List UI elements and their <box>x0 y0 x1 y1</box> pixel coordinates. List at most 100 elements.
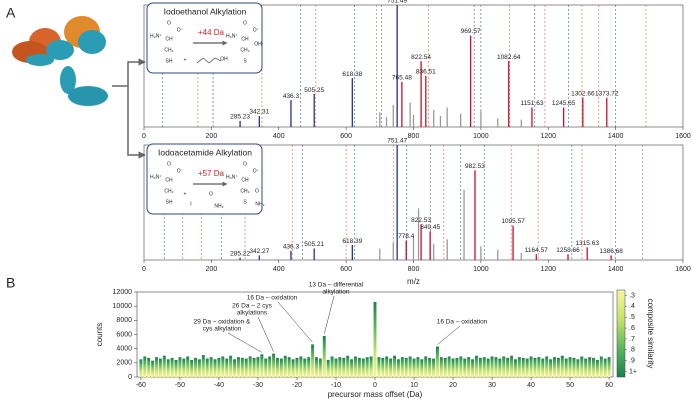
bar <box>560 355 564 377</box>
annotation-pointer <box>437 325 461 345</box>
bar <box>357 357 361 377</box>
bar <box>275 357 279 377</box>
peak-label: 618.38 <box>342 71 362 78</box>
bar <box>338 357 342 377</box>
annotation-pointer <box>324 295 335 334</box>
structure-label: S <box>243 58 247 64</box>
bar <box>244 358 248 377</box>
bar <box>260 354 264 377</box>
panel-label: A <box>6 5 16 21</box>
bar <box>404 357 408 377</box>
bar <box>318 358 322 377</box>
structure-label: CH <box>241 36 249 42</box>
x-tick-label: 0 <box>142 266 146 273</box>
colorbar-tick-label: .9 <box>629 358 635 365</box>
bar <box>174 360 178 377</box>
colorbar-tick-label: 1+ <box>629 368 637 375</box>
bar <box>525 358 529 377</box>
bar <box>205 358 209 377</box>
bar <box>291 359 295 377</box>
mass-shift: +44 Da <box>198 28 225 37</box>
panel-label: B <box>6 275 15 291</box>
peak-label: 751.47 <box>387 138 407 145</box>
structure-label: O⁻ <box>177 168 184 174</box>
bar <box>373 301 377 377</box>
bar <box>584 358 588 377</box>
peak-label: 1164.57 <box>525 247 548 254</box>
x-tick-label: 1600 <box>675 133 691 140</box>
colorbar <box>616 289 626 378</box>
bar <box>471 359 475 377</box>
peak-label: 342.31 <box>249 109 269 116</box>
bar <box>486 358 490 377</box>
bar <box>564 358 568 377</box>
structure-label: OH <box>254 41 262 47</box>
y-tick-label: 2000 <box>116 360 132 367</box>
bar <box>194 357 197 377</box>
bar <box>307 357 311 377</box>
annotation: 16 Da – oxidation <box>437 319 488 326</box>
bar <box>155 357 158 377</box>
x-tick-label: 1400 <box>608 266 624 273</box>
x-tick-label: 0 <box>142 133 146 140</box>
y-tick-label: 4000 <box>116 346 132 353</box>
bar <box>236 357 240 377</box>
structure-label: OH <box>220 56 228 62</box>
structure-label: O⁻ <box>253 168 260 174</box>
bar <box>268 356 272 377</box>
bar <box>580 356 584 377</box>
structure-label: O⁻ <box>253 27 260 33</box>
bar <box>209 357 213 377</box>
peak-label: 1373.72 <box>595 90 619 97</box>
bar <box>478 357 482 377</box>
bar <box>556 357 560 377</box>
bar <box>529 356 533 377</box>
bar <box>498 358 502 377</box>
structure-label: H₃N⁺ <box>150 174 162 180</box>
bar <box>603 358 607 377</box>
x-tick-label: 30 <box>488 382 496 389</box>
inset-box <box>146 2 263 74</box>
bar <box>521 357 525 377</box>
peak-label: 1245.65 <box>552 100 576 107</box>
structure-label: CH₂ <box>164 47 173 53</box>
peak-label: 822.54 <box>411 54 431 61</box>
structure-label: + <box>184 57 187 63</box>
x-tick-label: 1200 <box>540 133 556 140</box>
bar <box>311 344 315 377</box>
bar <box>412 358 416 377</box>
bar <box>393 355 396 377</box>
protein-illustration <box>12 16 108 106</box>
peak-label: 436.3 <box>283 244 300 251</box>
peak-label: 505.25 <box>304 87 324 94</box>
x-tick-label: -30 <box>253 382 263 389</box>
bar <box>549 359 553 377</box>
bar <box>322 335 326 377</box>
bar <box>588 357 592 377</box>
bar <box>435 346 439 377</box>
bar <box>342 357 346 377</box>
x-axis-label: m/z <box>407 277 420 286</box>
peak-label: 505.21 <box>304 241 324 248</box>
x-tick-label: -50 <box>175 382 185 389</box>
peak-label: 849.45 <box>420 224 440 231</box>
x-tick-label: 1600 <box>675 266 691 273</box>
inset-box <box>146 143 263 215</box>
arrows <box>112 58 146 159</box>
y-tick-label: 0 <box>128 374 132 381</box>
colorbar-tick-label: .7 <box>629 336 635 343</box>
peak-label: 982.53 <box>465 163 485 170</box>
peak-label: 751.49 <box>387 0 407 5</box>
bar <box>568 357 572 377</box>
bar <box>467 357 471 377</box>
structure-label: CH₂ <box>240 188 249 194</box>
bar <box>365 357 369 377</box>
bar <box>221 356 225 377</box>
colorbar-tick-label: .6 <box>629 325 635 332</box>
peak-label: 778.4 <box>398 233 415 240</box>
annotation: 16 Da – oxidation <box>247 295 298 302</box>
annotation-pointer <box>227 332 262 353</box>
bar <box>225 358 229 377</box>
x-tick-label: 10 <box>410 382 418 389</box>
bar <box>272 353 276 377</box>
